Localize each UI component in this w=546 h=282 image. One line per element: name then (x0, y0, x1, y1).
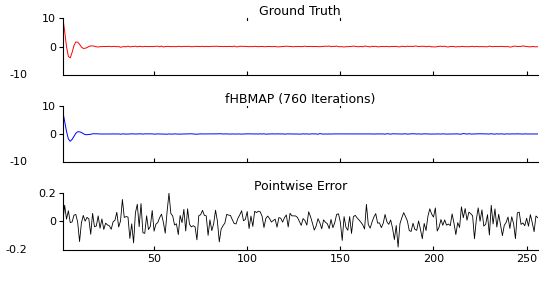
Text: -10: -10 (9, 157, 27, 167)
Text: -10: -10 (9, 70, 27, 80)
Title: Pointwise Error: Pointwise Error (254, 180, 347, 193)
Title: fHBMAP (760 Iterations): fHBMAP (760 Iterations) (225, 93, 376, 106)
Text: -0.2: -0.2 (5, 244, 27, 255)
Title: Ground Truth: Ground Truth (259, 5, 341, 18)
